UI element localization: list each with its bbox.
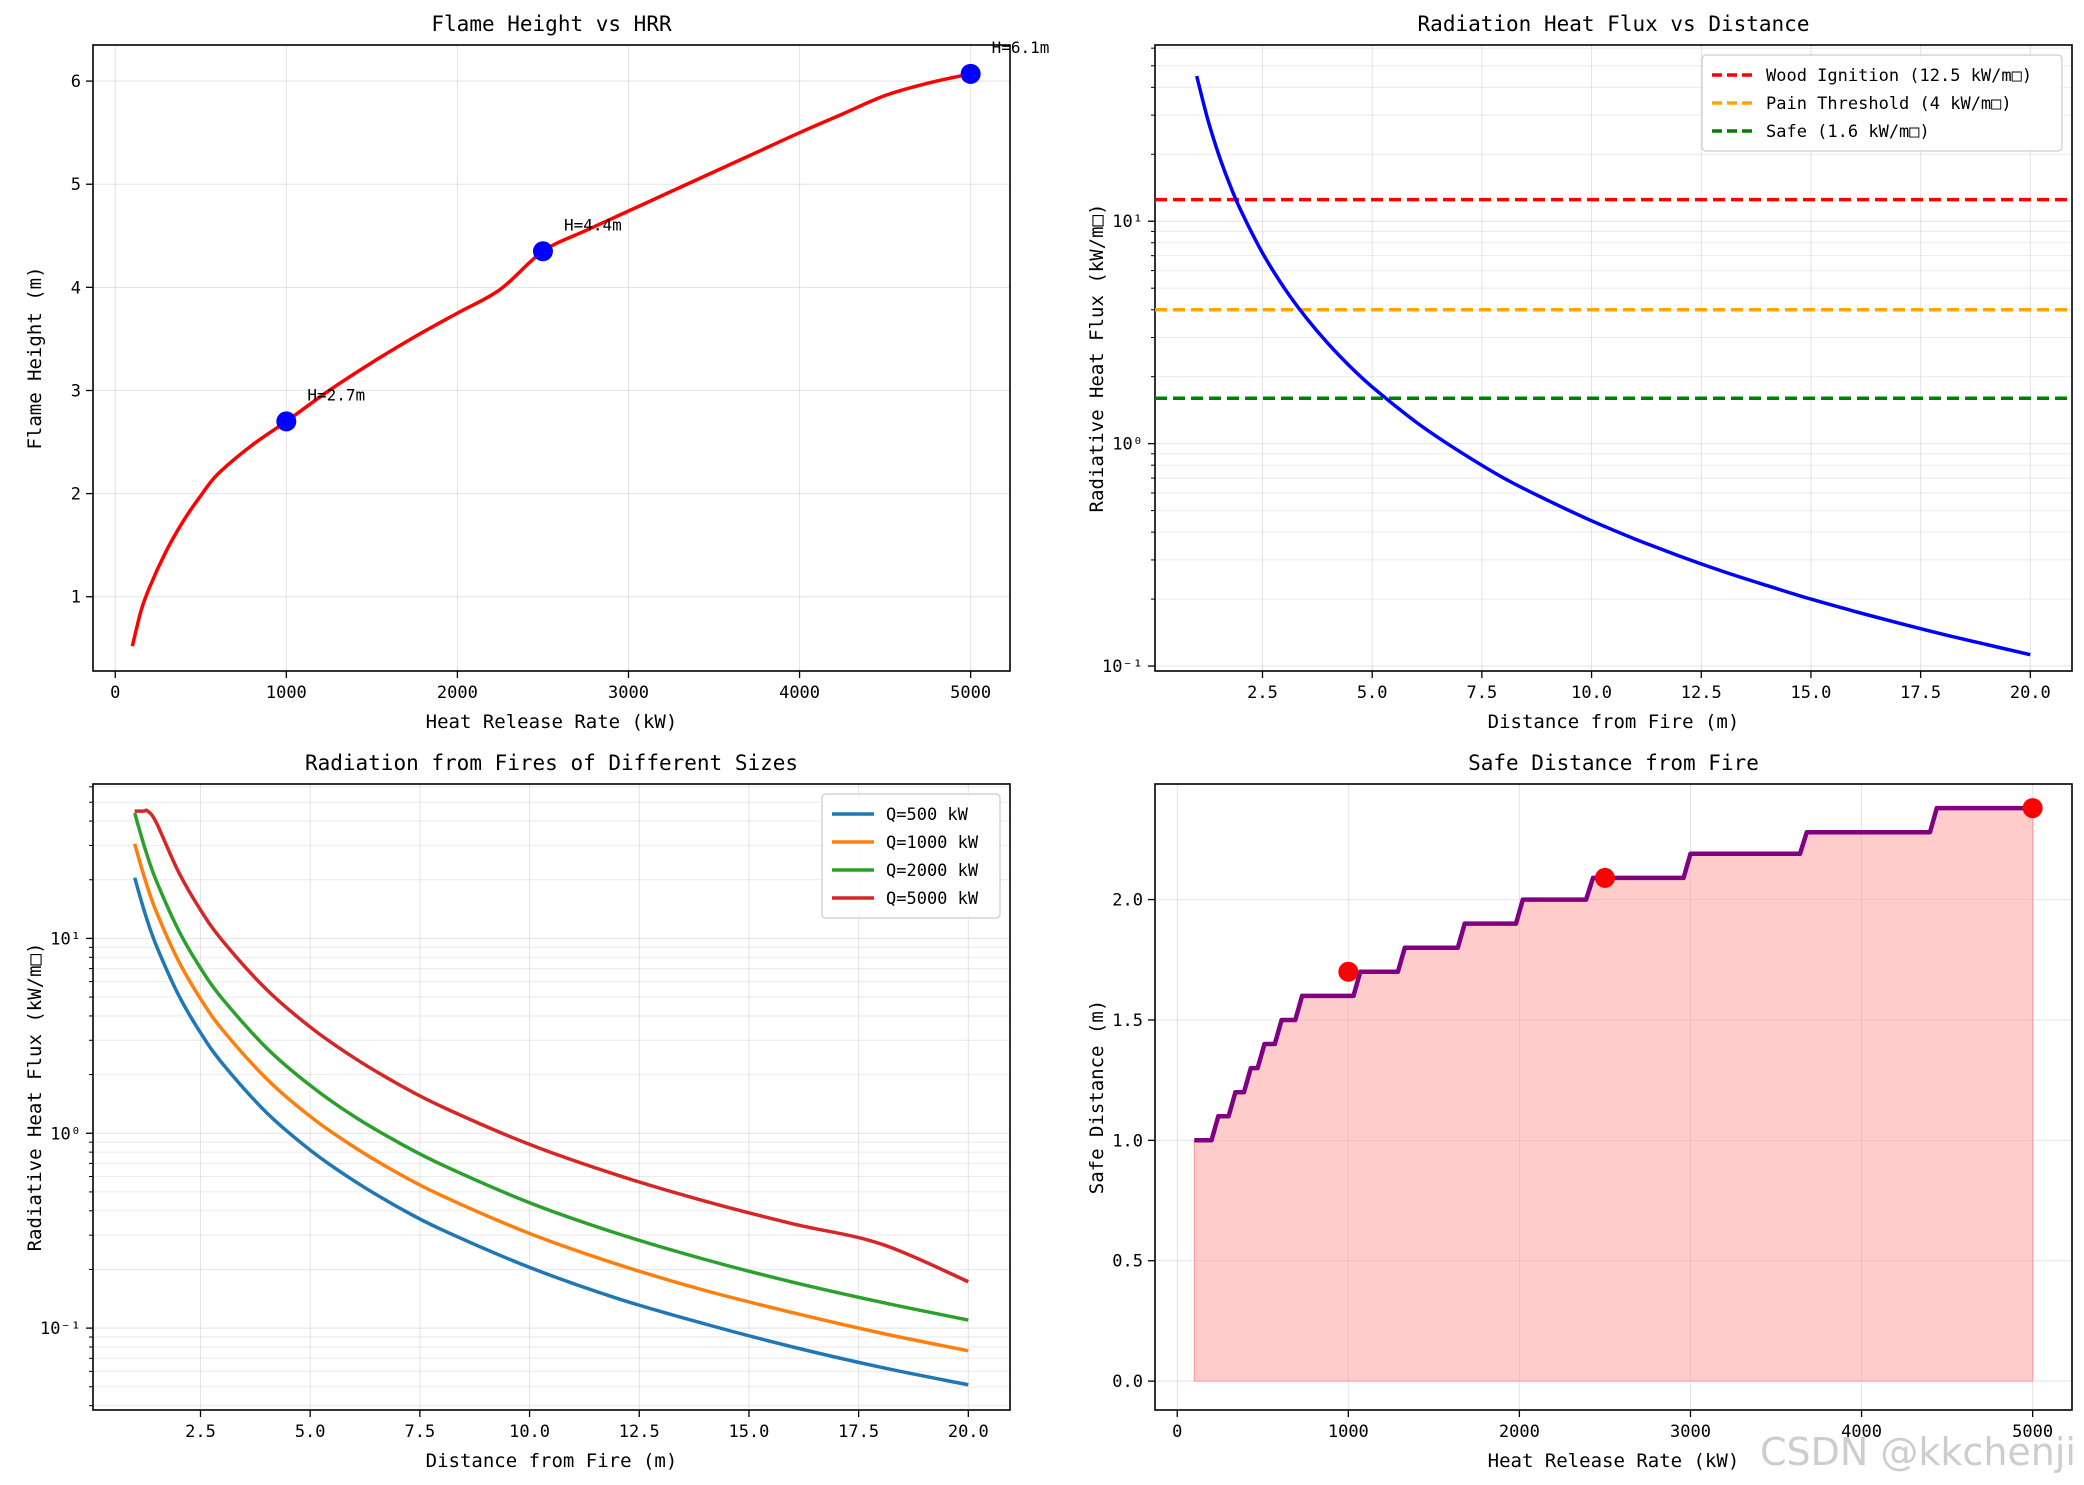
x-tick-label: 5.0 xyxy=(295,1422,326,1442)
y-tick-label: 10⁻¹ xyxy=(1102,657,1143,677)
y-tick-label: 10¹ xyxy=(50,929,81,949)
watermark: CSDN @kkchenji xyxy=(1760,1430,2076,1474)
x-tick-label: 7.5 xyxy=(1467,683,1498,703)
y-axis-label: Radiative Heat Flux (kW/m□) xyxy=(24,943,46,1252)
x-axis-label: Heat Release Rate (kW) xyxy=(1488,1450,1740,1472)
series-line xyxy=(134,808,969,1284)
point-annotation: H=2.7m xyxy=(307,385,365,404)
data-point xyxy=(2022,798,2043,819)
y-tick-label: 3 xyxy=(71,381,81,401)
y-tick-label: 10⁰ xyxy=(50,1124,81,1144)
y-axis-label: Flame Height (m) xyxy=(24,266,46,449)
flame-height-chart: 0 1000 2000 3000 4000 5000 1 2 3 4 5 6 Flame Height … xyxy=(24,12,1049,733)
x-tick-label: 2000 xyxy=(1499,1422,1540,1442)
y-tick-label: 1.5 xyxy=(1112,1011,1143,1031)
x-tick-label: 1000 xyxy=(1328,1422,1369,1442)
x-axis-label: Heat Release Rate (kW) xyxy=(426,711,678,733)
x-tick-label: 12.5 xyxy=(619,1422,660,1442)
y-tick-label: 1 xyxy=(71,588,81,608)
x-tick-label: 1000 xyxy=(266,683,307,703)
y-tick-label: 0.5 xyxy=(1112,1252,1143,1272)
x-tick-label: 0 xyxy=(1172,1422,1182,1442)
y-tick-label: 2 xyxy=(71,485,81,505)
y-tick-label: 2.0 xyxy=(1112,891,1143,911)
x-tick-label: 2.5 xyxy=(1247,683,1278,703)
point-annotation: H=6.1m xyxy=(992,38,1050,57)
x-tick-label: 4000 xyxy=(1841,1422,1882,1442)
y-tick-label: 10⁰ xyxy=(1112,435,1143,455)
y-tick-label: 5 xyxy=(71,175,81,195)
x-tick-label: 7.5 xyxy=(405,1422,436,1442)
y-tick-label: 0.0 xyxy=(1112,1372,1143,1392)
data-point xyxy=(1594,867,1615,888)
series-line xyxy=(133,812,969,1322)
y-tick-label: 4 xyxy=(71,278,81,298)
legend xyxy=(821,793,1001,919)
x-tick-label: 10.0 xyxy=(509,1422,550,1442)
flame-height-line xyxy=(130,72,972,647)
legend xyxy=(1701,54,2063,152)
x-axis-label: Distance from Fire (m) xyxy=(1488,711,1740,733)
point-annotation: H=4.4m xyxy=(564,215,622,234)
fire-sizes-radiation-chart: 2.5 5.0 7.5 10.0 12.5 15.0 17.5 20.010⁻¹10⁰10¹R… xyxy=(24,751,1011,1472)
series-line xyxy=(133,843,969,1353)
legend-label: Q=1000 kW xyxy=(886,833,979,853)
axes-frame xyxy=(1154,44,2073,672)
x-tick-label: 3000 xyxy=(1670,1422,1711,1442)
axes-frame xyxy=(1154,783,2073,1411)
y-axis-label: Safe Distance (m) xyxy=(1086,1000,1108,1194)
x-tick-label: 5000 xyxy=(950,683,991,703)
chart-title: Radiation Heat Flux vs Distance xyxy=(1418,12,1810,36)
chart-title: Safe Distance from Fire xyxy=(1468,751,1759,775)
chart-title: Radiation from Fires of Different Sizes xyxy=(305,751,798,775)
x-tick-label: 20.0 xyxy=(2010,683,2051,703)
x-tick-label: 3000 xyxy=(608,683,649,703)
x-tick-label: 17.5 xyxy=(1900,683,1941,703)
x-tick-label: 2000 xyxy=(437,683,478,703)
x-tick-label: 20.0 xyxy=(948,1422,989,1442)
y-tick-label: 1.0 xyxy=(1112,1131,1143,1151)
x-tick-label: 2.5 xyxy=(185,1422,216,1442)
x-axis-label: Distance from Fire (m) xyxy=(426,1450,678,1472)
legend-label: Q=5000 kW xyxy=(886,889,979,909)
axes-frame xyxy=(92,783,1011,1411)
legend-label: Q=2000 kW xyxy=(886,861,979,881)
x-tick-label: 0 xyxy=(110,683,120,703)
legend-label: Wood Ignition (12.5 kW/m□) xyxy=(1766,66,2032,86)
y-tick-label: 10⁻¹ xyxy=(40,1319,81,1339)
x-tick-label: 17.5 xyxy=(838,1422,879,1442)
legend-label: Q=500 kW xyxy=(886,805,969,825)
series-line xyxy=(133,877,969,1387)
chart-title: Flame Height vs HRR xyxy=(431,12,672,36)
y-axis-label: Radiative Heat Flux (kW/m□) xyxy=(1086,204,1108,513)
x-tick-label: 5000 xyxy=(2012,1422,2053,1442)
legend-label: Pain Threshold (4 kW/m□) xyxy=(1766,94,2012,114)
x-tick-label: 10.0 xyxy=(1571,683,1612,703)
x-tick-label: 4000 xyxy=(779,683,820,703)
y-tick-label: 6 xyxy=(71,72,81,92)
data-point xyxy=(532,241,553,262)
safe-distance-chart: 0 1000 2000 3000 4000 5000 0.0 0.5 1.0 1.5 2.0 Safe… xyxy=(1086,751,2073,1472)
x-tick-label: 15.0 xyxy=(1790,683,1831,703)
data-point xyxy=(1338,961,1359,982)
safe-distance-line xyxy=(1194,805,2033,1143)
radiation-heat-flux-chart: 2.5 5.0 7.5 10.0 12.5 15.0 17.5 20.010⁻¹10⁰10¹R… xyxy=(1086,12,2073,733)
safe-distance-area xyxy=(1193,807,2034,1382)
legend-label: Safe (1.6 kW/m□) xyxy=(1766,122,1930,142)
x-tick-label: 5.0 xyxy=(1357,683,1388,703)
x-tick-label: 12.5 xyxy=(1681,683,1722,703)
heat-flux-line xyxy=(1195,75,2031,657)
axes-frame xyxy=(92,44,1011,672)
data-point xyxy=(276,411,297,432)
y-tick-label: 10¹ xyxy=(1112,212,1143,232)
data-point xyxy=(960,63,981,84)
x-tick-label: 15.0 xyxy=(728,1422,769,1442)
